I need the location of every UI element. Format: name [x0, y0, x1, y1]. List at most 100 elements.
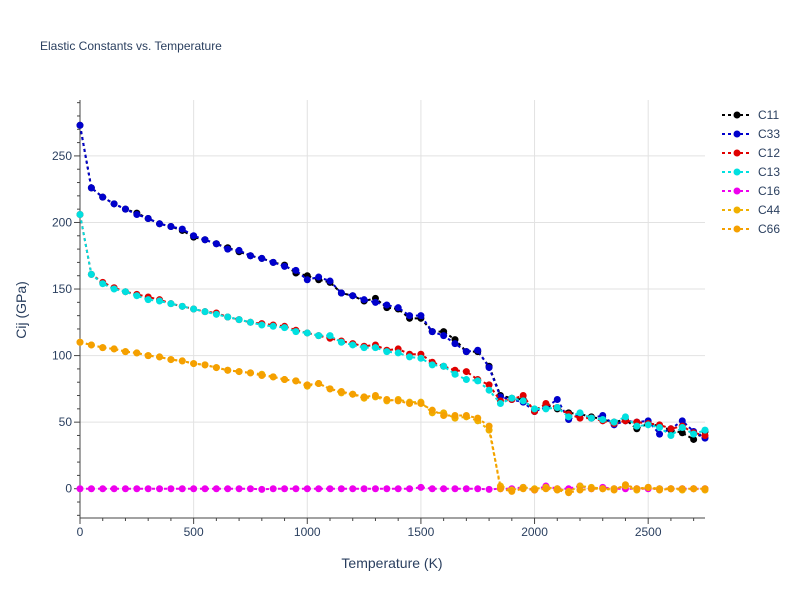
legend-item-c44[interactable]: C44 — [722, 203, 780, 217]
data-point-c13 — [281, 324, 289, 332]
legend-item-c13[interactable]: C13 — [722, 165, 780, 179]
data-point-c11 — [690, 435, 698, 443]
legend-item-c12[interactable]: C12 — [722, 146, 780, 160]
data-point-c66 — [99, 344, 107, 352]
data-point-c66 — [451, 411, 459, 419]
legend-label: C33 — [758, 127, 780, 141]
data-point-c33 — [87, 184, 95, 192]
data-point-c13 — [576, 409, 584, 417]
data-point-c66 — [349, 390, 357, 398]
y-tick-label: 150 — [52, 282, 72, 296]
data-point-c13 — [519, 397, 527, 405]
data-point-c66 — [440, 411, 448, 419]
data-point-c66 — [656, 486, 664, 494]
data-point-c13 — [110, 285, 118, 293]
data-point-c33 — [394, 304, 402, 312]
data-point-c66 — [167, 356, 175, 364]
data-point-c66 — [76, 338, 84, 346]
data-point-c66 — [190, 360, 198, 368]
data-point-c13 — [303, 329, 311, 337]
data-point-c33 — [678, 417, 686, 425]
data-point-c13 — [224, 313, 232, 321]
data-point-c33 — [212, 240, 220, 248]
series-line-c33 — [79, 125, 706, 439]
data-point-c16 — [292, 485, 300, 493]
data-point-c66 — [474, 414, 482, 422]
data-point-c33 — [246, 252, 254, 260]
data-point-c13 — [258, 321, 266, 329]
data-point-c33 — [235, 246, 243, 254]
data-point-c13 — [235, 316, 243, 324]
data-point-c13 — [644, 421, 652, 429]
data-point-c33 — [360, 296, 368, 304]
data-point-c13 — [156, 297, 164, 305]
data-point-c66 — [485, 422, 493, 430]
data-point-c33 — [269, 258, 277, 266]
data-point-c66 — [246, 369, 254, 377]
data-point-c66 — [337, 388, 345, 396]
data-point-c13 — [610, 418, 618, 426]
data-point-c33 — [428, 328, 436, 336]
data-point-c16 — [235, 485, 243, 493]
data-point-c16 — [178, 485, 186, 493]
data-point-c13 — [133, 292, 141, 300]
chart-title: Elastic Constants vs. Temperature — [40, 39, 222, 53]
legend-marker — [733, 187, 741, 195]
legend-item-c33[interactable]: C33 — [722, 127, 780, 141]
data-point-c13 — [701, 426, 709, 434]
data-point-c66 — [633, 485, 641, 493]
data-point-c12 — [462, 368, 470, 376]
data-point-c16 — [144, 485, 152, 493]
series-line-c66 — [79, 341, 705, 494]
legend[interactable]: C11 C33 C12 C13 C16 C44 C66 — [722, 108, 780, 236]
data-point-c16 — [371, 485, 379, 493]
data-point-c33 — [121, 205, 129, 213]
x-axis-label: Temperature (K) — [341, 555, 442, 571]
data-point-c13 — [76, 210, 84, 218]
data-point-c33 — [190, 232, 198, 240]
data-point-c66 — [269, 373, 277, 381]
data-point-c66 — [462, 411, 470, 419]
data-point-c66 — [542, 485, 550, 493]
data-point-c13 — [326, 332, 334, 340]
data-point-c66 — [531, 486, 539, 494]
y-tick-label: 50 — [59, 415, 73, 429]
data-point-c13 — [678, 423, 686, 431]
data-point-c13 — [599, 415, 607, 423]
y-tick-label: 100 — [52, 349, 72, 363]
data-point-c66 — [519, 485, 527, 493]
data-point-c33 — [144, 214, 152, 222]
data-point-c13 — [531, 405, 539, 413]
data-point-c13 — [99, 280, 107, 288]
data-point-c13 — [246, 318, 254, 326]
data-point-c13 — [383, 348, 391, 356]
legend-item-c66[interactable]: C66 — [722, 222, 780, 236]
data-point-c66 — [360, 393, 368, 401]
data-point-c66 — [599, 485, 607, 493]
data-point-c66 — [258, 372, 266, 380]
x-tick-label: 2500 — [635, 525, 662, 539]
data-point-c33 — [201, 236, 209, 244]
data-point-c33 — [281, 262, 289, 270]
data-point-c66 — [565, 489, 573, 497]
data-point-c16 — [167, 485, 175, 493]
data-point-c16 — [349, 485, 357, 493]
data-point-c33 — [474, 346, 482, 354]
data-point-c16 — [121, 485, 129, 493]
data-point-c66 — [644, 483, 652, 491]
x-tick-label: 0 — [77, 525, 84, 539]
y-tick-label: 0 — [65, 482, 72, 496]
data-point-c12 — [485, 381, 493, 389]
data-point-c13 — [167, 300, 175, 308]
data-point-c33 — [371, 298, 379, 306]
data-point-c13 — [406, 353, 414, 361]
data-point-c16 — [440, 485, 448, 493]
data-point-c13 — [690, 430, 698, 438]
legend-item-c16[interactable]: C16 — [722, 184, 780, 198]
data-point-c33 — [133, 210, 141, 218]
legend-item-c11[interactable]: C11 — [722, 108, 779, 122]
data-point-c33 — [383, 301, 391, 309]
data-point-c12 — [576, 414, 584, 422]
series-line-c11 — [79, 125, 706, 441]
